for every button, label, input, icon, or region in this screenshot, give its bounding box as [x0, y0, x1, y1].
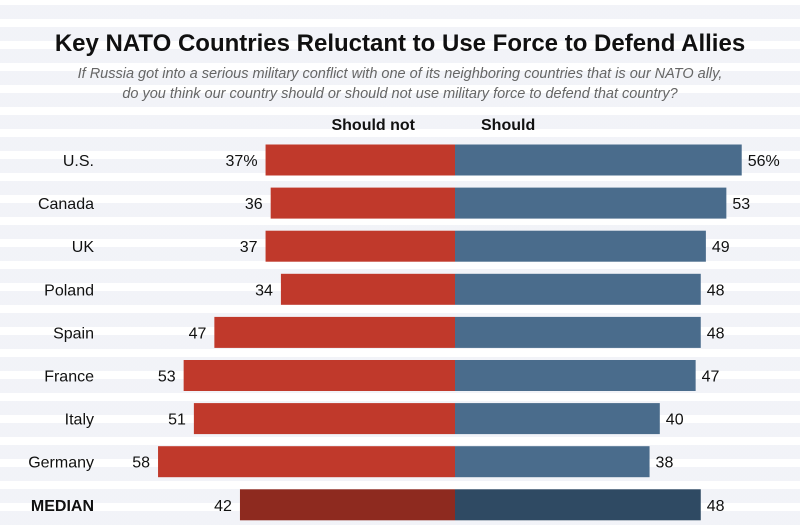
value-label-should-not-median: 42 — [214, 498, 232, 515]
bar-should-canada — [455, 187, 727, 219]
bar-should-spain — [455, 316, 701, 348]
value-label-should-germany: 38 — [656, 455, 674, 472]
bar-should-not-spain — [214, 316, 455, 348]
bar-should-not-uk — [265, 230, 455, 262]
bar-should-germany — [455, 446, 650, 478]
bar-should-not-italy — [193, 403, 455, 435]
legend-should: Should — [481, 117, 535, 134]
bar-should-median — [455, 489, 701, 521]
bar-should-not-canada — [270, 187, 455, 219]
category-label-germany: Germany — [28, 455, 94, 472]
bar-should-italy — [455, 403, 660, 435]
value-label-should-median: 48 — [707, 498, 725, 515]
category-label-u-s: U.S. — [63, 153, 94, 170]
category-label-uk: UK — [72, 239, 95, 256]
category-label-canada: Canada — [38, 196, 94, 213]
bar-should-not-poland — [280, 273, 455, 305]
category-label-spain: Spain — [53, 325, 94, 342]
value-label-should-not-spain: 47 — [189, 325, 207, 342]
value-label-should-not-italy: 51 — [168, 412, 186, 429]
chart-subtitle: If Russia got into a serious military co… — [20, 64, 780, 104]
legend-should-not: Should not — [331, 117, 415, 134]
category-label-poland: Poland — [44, 282, 94, 299]
value-label-should-not-germany: 58 — [132, 455, 150, 472]
bar-should-france — [455, 360, 696, 391]
value-label-should-spain: 48 — [707, 325, 725, 342]
value-label-should-not-uk: 37 — [240, 239, 258, 256]
value-label-should-france: 47 — [702, 369, 720, 386]
value-label-should-not-france: 53 — [158, 369, 176, 386]
bar-should-not-u-s — [265, 144, 455, 176]
subtitle-line-2: do you think our country should or shoul… — [122, 86, 678, 102]
category-label-median: MEDIAN — [31, 498, 94, 515]
bar-should-poland — [455, 273, 701, 305]
bar-should-not-germany — [158, 446, 456, 478]
value-label-should-poland: 48 — [707, 282, 725, 299]
value-label-should-not-canada: 36 — [245, 196, 263, 213]
subtitle-line-1: If Russia got into a serious military co… — [77, 66, 723, 82]
value-label-should-not-poland: 34 — [255, 282, 273, 299]
value-label-should-italy: 40 — [666, 412, 684, 429]
value-label-should-canada: 53 — [732, 196, 750, 213]
bar-should-uk — [455, 230, 706, 262]
value-label-should-uk: 49 — [712, 239, 730, 256]
value-label-should-u-s: 56% — [748, 153, 780, 170]
category-label-italy: Italy — [65, 412, 94, 429]
bar-should-not-median — [239, 489, 455, 521]
category-label-france: France — [44, 369, 94, 386]
chart-title: Key NATO Countries Reluctant to Use Forc… — [54, 30, 746, 57]
bar-should-u-s — [455, 144, 742, 176]
bar-should-not-france — [183, 360, 455, 391]
value-label-should-not-u-s: 37% — [226, 153, 258, 170]
